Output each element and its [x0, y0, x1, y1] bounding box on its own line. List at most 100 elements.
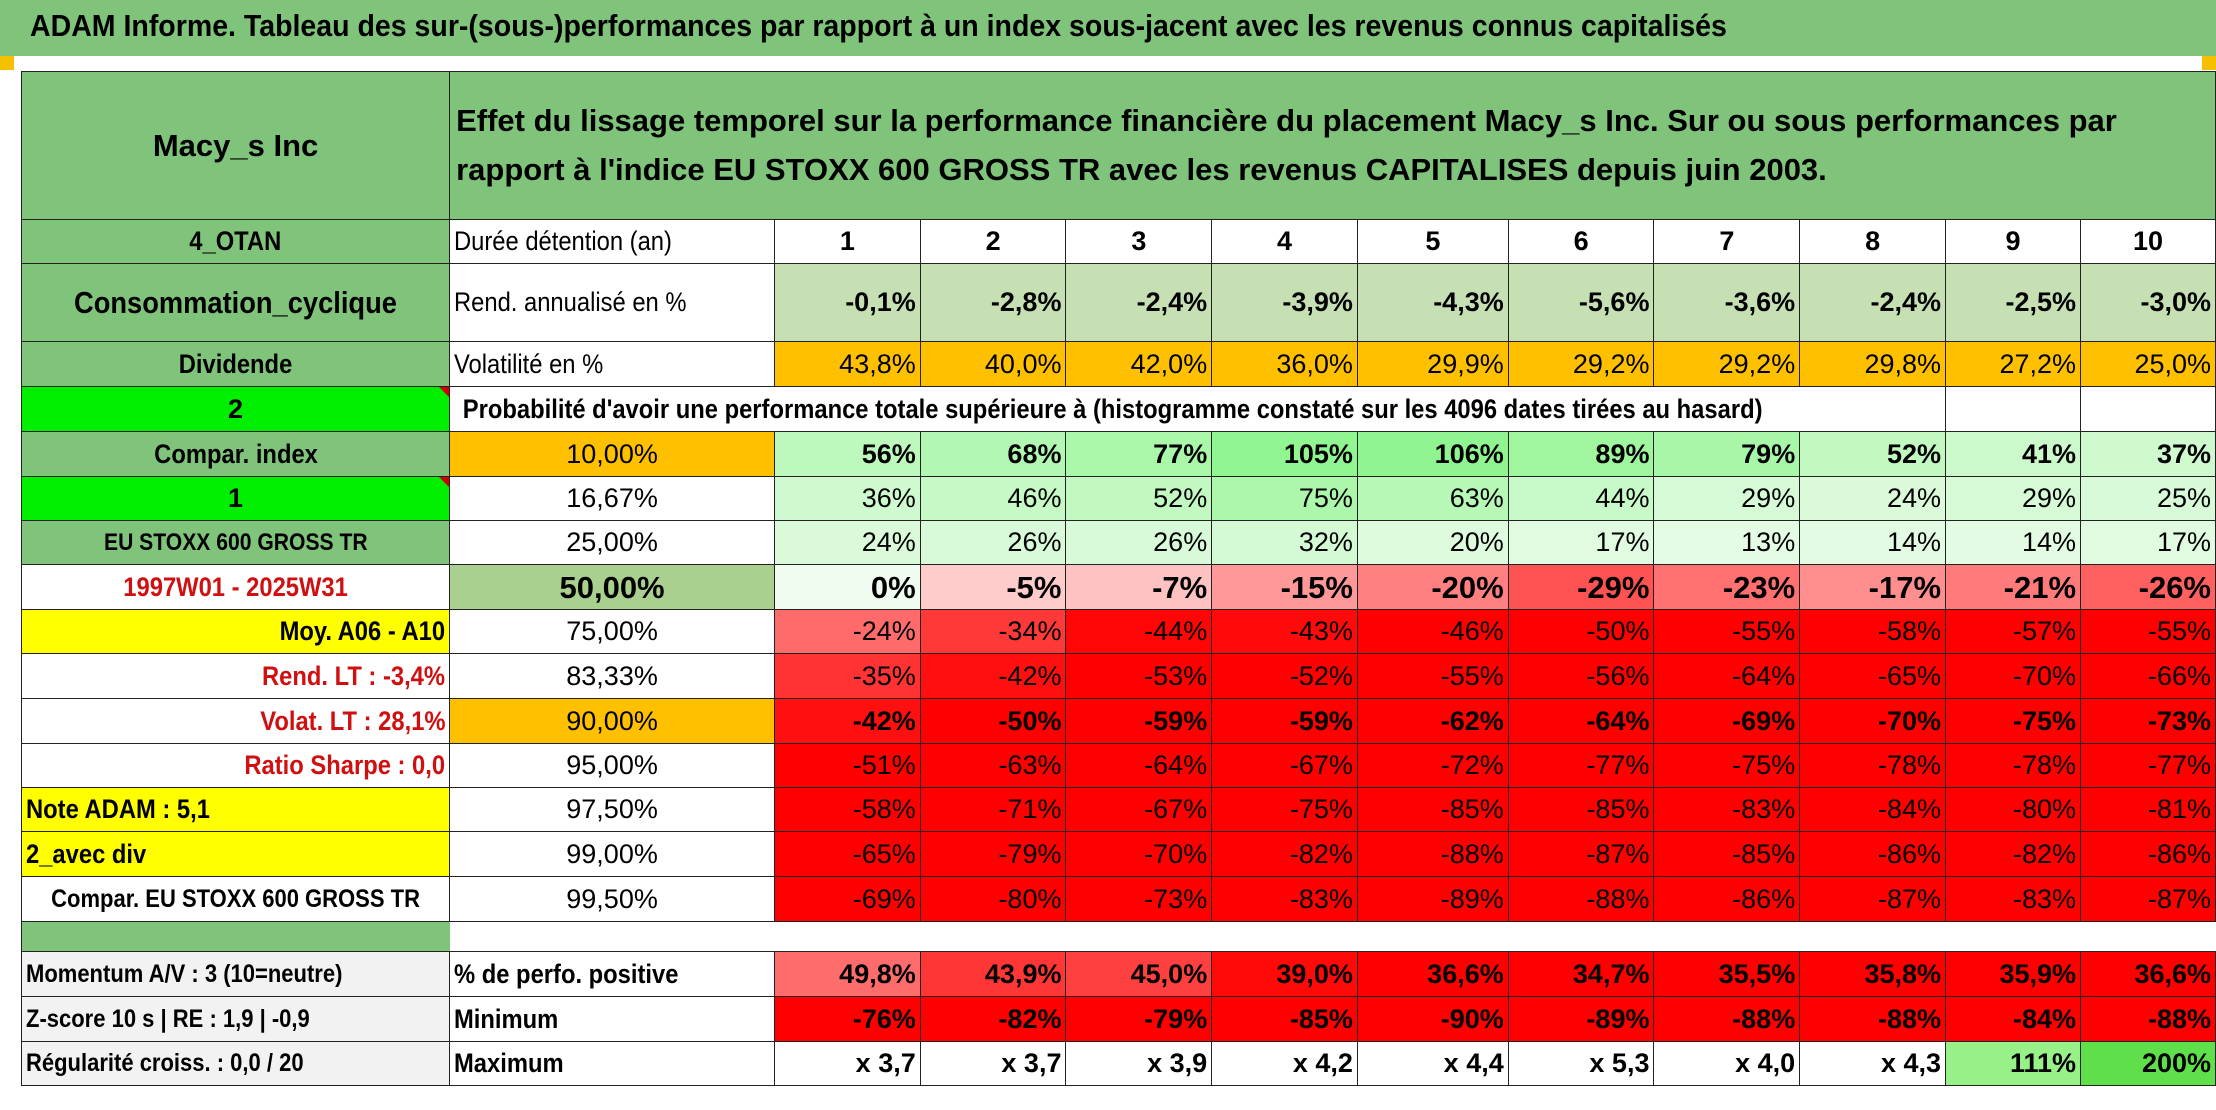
probability-cell: -86%	[2080, 831, 2216, 877]
report-title-bar: ADAM Informe. Tableau des sur-(sous-)per…	[0, 0, 2216, 56]
probability-cell: 32%	[1211, 520, 1358, 565]
sharpe-ratio: Ratio Sharpe : 0,0	[20, 743, 451, 788]
probability-cell: -82%	[1211, 831, 1358, 877]
minimum-cell: -76%	[774, 996, 921, 1042]
positive-performance-cell: 35,5%	[1653, 951, 1801, 997]
probability-cell: -87%	[1507, 831, 1655, 877]
probability-cell: -35%	[774, 653, 921, 699]
probability-cell: -65%	[774, 831, 921, 877]
probability-cell: -63%	[919, 743, 1067, 788]
maximum-cell: x 3,7	[774, 1041, 921, 1086]
probability-cell: -7%	[1065, 564, 1213, 610]
probability-cell: 24%	[1799, 476, 1947, 521]
annualized-return-cell: -2,4%	[1799, 263, 1947, 342]
positive-performance-cell: 39,0%	[1211, 951, 1358, 997]
probability-cell: 105%	[1211, 431, 1358, 477]
annualized-return-cell: -3,9%	[1211, 263, 1358, 342]
minimum-cell: -90%	[1356, 996, 1509, 1042]
probability-cell: -87%	[1799, 876, 1947, 922]
probability-cell: -53%	[1065, 653, 1213, 699]
probability-level: 97,50%	[449, 787, 775, 832]
probability-cell: -59%	[1211, 698, 1358, 744]
annualized-return-cell: -2,4%	[1065, 263, 1213, 342]
selector-cell[interactable]: 1	[20, 476, 451, 521]
maximum-cell: x 4,3	[1799, 1041, 1947, 1086]
probability-level: 90,00%	[449, 698, 775, 744]
company-code: 4_OTAN	[20, 219, 451, 264]
probability-cell: -80%	[1945, 787, 2082, 832]
probability-cell: -65%	[1799, 653, 1947, 699]
year-header: 7	[1653, 219, 1801, 264]
probability-cell: -64%	[1653, 653, 1801, 699]
probability-cell: -20%	[1356, 564, 1509, 610]
probability-cell: -23%	[1653, 564, 1801, 610]
probability-level: 99,00%	[449, 831, 775, 877]
performance-table: Macy_s Inc Effet du lissage temporel sur…	[20, 71, 2216, 1086]
probability-cell: -82%	[1945, 831, 2082, 877]
minimum-cell: -82%	[919, 996, 1067, 1042]
minimum-cell: -79%	[1065, 996, 1213, 1042]
probability-cell: 29%	[1945, 476, 2082, 521]
probability-cell: 13%	[1653, 520, 1801, 565]
probability-cell: -81%	[2080, 787, 2216, 832]
probability-cell: 77%	[1065, 431, 1213, 477]
probability-row: 1997W01 - 2025W31 50,00% 0% -5% -7% -15%…	[20, 564, 2216, 610]
annualized-return-cell: -2,5%	[1945, 263, 2082, 342]
probability-cell: -85%	[1507, 787, 1655, 832]
positive-performance-cell: 36,6%	[2080, 951, 2216, 997]
probability-level: 83,33%	[449, 653, 775, 699]
volatility-label: Volatilité en %	[449, 341, 775, 387]
probability-cell: -89%	[1356, 876, 1509, 922]
probability-row: Rend. LT : -3,4% 83,33% -35% -42% -53% -…	[20, 653, 2216, 699]
probability-cell: -85%	[1356, 787, 1509, 832]
probability-cell: 52%	[1065, 476, 1213, 521]
probability-cell: -15%	[1211, 564, 1358, 610]
period-range: 1997W01 - 2025W31	[20, 564, 451, 610]
probability-cell: -86%	[1799, 831, 1947, 877]
minimum-row: Z-score 10 s | RE : 1,9 | -0,9 Minimum -…	[20, 996, 2216, 1042]
probability-cell: 56%	[774, 431, 921, 477]
probability-cell: 37%	[2080, 431, 2216, 477]
probability-cell: -83%	[1945, 876, 2082, 922]
probability-cell: -58%	[774, 787, 921, 832]
company-name: Macy_s Inc	[20, 71, 451, 220]
probability-cell: -84%	[1799, 787, 1947, 832]
minimum-cell: -88%	[1799, 996, 1947, 1042]
probability-cell: -83%	[1211, 876, 1358, 922]
probability-cell: -87%	[2080, 876, 2216, 922]
minimum-label: Minimum	[449, 996, 775, 1042]
probability-cell: 79%	[1653, 431, 1801, 477]
probability-level: 25,00%	[449, 520, 775, 565]
probability-cell: 14%	[1799, 520, 1947, 565]
positive-performance-cell: 35,8%	[1799, 951, 1947, 997]
probability-cell: -51%	[774, 743, 921, 788]
probability-cell: -62%	[1356, 698, 1509, 744]
maximum-cell: x 3,9	[1065, 1041, 1213, 1086]
maximum-cell: 111%	[1945, 1041, 2082, 1086]
maximum-cell: x 4,0	[1653, 1041, 1801, 1086]
probability-cell: 106%	[1356, 431, 1509, 477]
probability-row: Ratio Sharpe : 0,0 95,00% -51% -63% -64%…	[20, 743, 2216, 788]
duration-label: Durée détention (an)	[449, 219, 775, 264]
probability-cell: -70%	[1065, 831, 1213, 877]
probability-cell: -64%	[1507, 698, 1655, 744]
probability-cell: 68%	[919, 431, 1067, 477]
spacer-cell	[449, 921, 2216, 952]
year-header: 2	[919, 219, 1067, 264]
annualized-return-cell: -3,0%	[2080, 263, 2216, 342]
probability-cell: 29%	[1653, 476, 1801, 521]
probability-cell: 89%	[1507, 431, 1655, 477]
maximum-cell: x 3,7	[919, 1041, 1067, 1086]
probability-cell: -77%	[1507, 743, 1655, 788]
positive-performance-label: % de perfo. positive	[449, 951, 775, 997]
annualized-return-label: Rend. annualisé en %	[449, 263, 775, 342]
average-label: Moy. A06 - A10	[20, 609, 451, 654]
probability-cell: -44%	[1065, 609, 1213, 654]
probability-cell: -73%	[2080, 698, 2216, 744]
adam-score: Note ADAM : 5,1	[20, 787, 451, 832]
minimum-cell: -89%	[1507, 996, 1655, 1042]
probability-cell: -78%	[1945, 743, 2082, 788]
corner-marker	[2202, 56, 2216, 70]
selector-cell[interactable]: 2	[20, 386, 451, 432]
spacer-row	[20, 921, 2216, 952]
